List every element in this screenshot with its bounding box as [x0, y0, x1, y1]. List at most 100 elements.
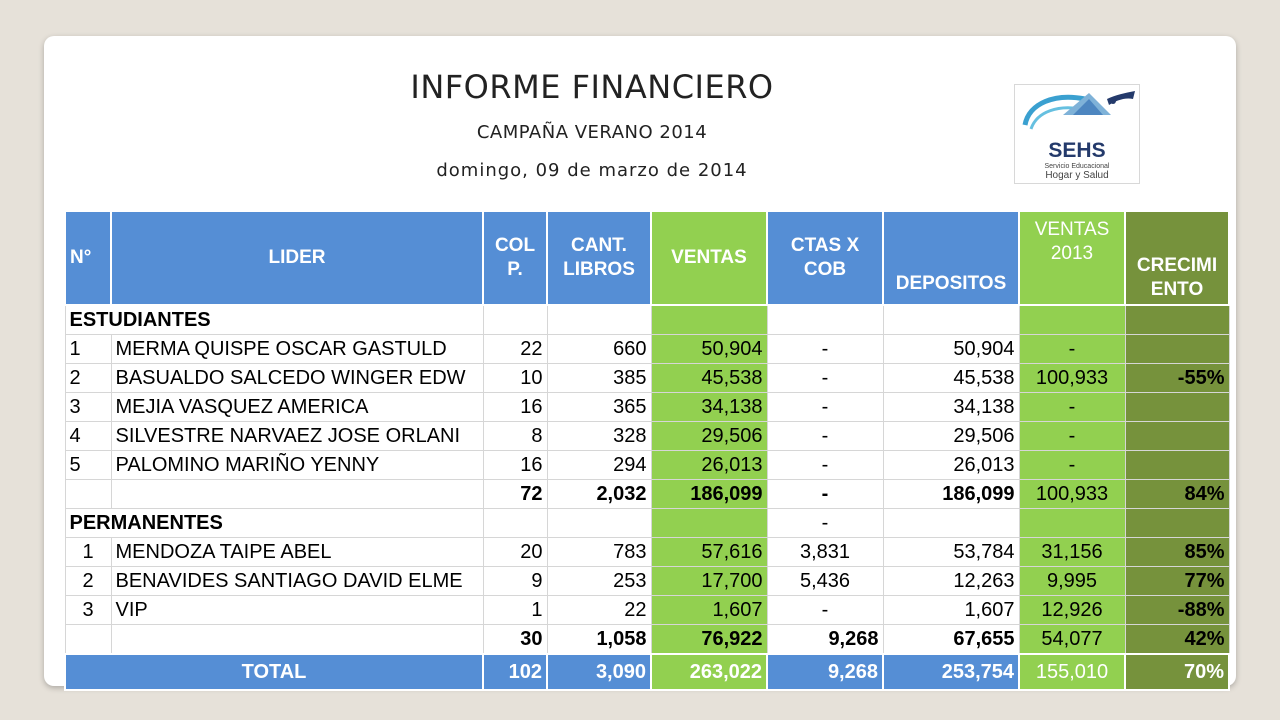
- cell-ventas-2013: -: [1018, 450, 1126, 480]
- cell-crecimiento: -55%: [1124, 363, 1230, 393]
- report-title: INFORME FINANCIERO: [410, 68, 774, 106]
- cell-lider: SILVESTRE NARVAEZ JOSE ORLANI: [110, 421, 484, 451]
- cell-crecimiento: [1124, 450, 1230, 480]
- header-depositos: DEPOSITOS: [882, 210, 1020, 306]
- subtotal-crec: 84%: [1124, 479, 1230, 509]
- subtotal-empty: [64, 479, 112, 509]
- cell-col: 20: [482, 537, 548, 567]
- cell-depositos: 45,538: [882, 363, 1020, 393]
- cell-n: 2: [64, 363, 112, 393]
- header-crec-l1: CRECIMI: [1136, 255, 1218, 276]
- section-header-cell: [482, 304, 548, 335]
- cell-ctas: -: [766, 421, 884, 451]
- section-header-row: ESTUDIANTES: [64, 304, 1230, 335]
- header-n: N°: [64, 210, 112, 306]
- cell-cant: 328: [546, 421, 652, 451]
- total-depositos: 253,754: [882, 653, 1020, 691]
- subtotal-ventas: 186,099: [650, 479, 768, 509]
- cell-ventas: 1,607: [650, 595, 768, 625]
- header-ctas: CTAS X COB: [766, 210, 884, 306]
- cell-lider: MENDOZA TAIPE ABEL: [110, 537, 484, 567]
- section-header-cell: [650, 304, 768, 335]
- subtotal-empty: [64, 624, 112, 655]
- cell-ventas: 57,616: [650, 537, 768, 567]
- total-ctas: 9,268: [766, 653, 884, 691]
- cell-ventas-2013: 12,926: [1018, 595, 1126, 625]
- cell-ventas-2013: 9,995: [1018, 566, 1126, 596]
- section-header-cell: [482, 508, 548, 538]
- cell-ventas: 17,700: [650, 566, 768, 596]
- cell-ctas: 5,436: [766, 566, 884, 596]
- section-name: PERMANENTES: [64, 508, 484, 538]
- table-row: 5 PALOMINO MARIÑO YENNY 16 294 26,013-26,013…: [64, 450, 1230, 480]
- cell-depositos: 29,506: [882, 421, 1020, 451]
- header-lider: LIDER: [110, 210, 484, 306]
- section-header-cell: [1018, 304, 1126, 335]
- subtotal-ventas: 76,922: [650, 624, 768, 655]
- header-v2013-l1: VENTAS: [1034, 219, 1110, 240]
- cell-cant: 365: [546, 392, 652, 422]
- cell-depositos: 12,263: [882, 566, 1020, 596]
- section-header-cell: [1124, 508, 1230, 538]
- subtotal-empty: [110, 624, 484, 655]
- section-header-row: PERMANENTES -: [64, 508, 1230, 538]
- header-col-l2: P.: [507, 259, 523, 280]
- cell-col: 1: [482, 595, 548, 625]
- table-row: 3 VIP 1 22 1,607-1,607 12,926 -88%: [64, 595, 1230, 625]
- logo-line2: Hogar y Salud: [1045, 170, 1109, 181]
- cell-col: 22: [482, 334, 548, 364]
- cell-cant: 660: [546, 334, 652, 364]
- subtotal-row: 72 2,032 186,099-186,099 100,933 84%: [64, 479, 1230, 509]
- cell-col: 16: [482, 392, 548, 422]
- subtotal-ctas: 9,268: [766, 624, 884, 655]
- table-row: 2 BASUALDO SALCEDO WINGER EDW 10 385 45,538-…: [64, 363, 1230, 393]
- header-crecimiento: CRECIMI ENTO: [1124, 210, 1230, 306]
- cell-col: 10: [482, 363, 548, 393]
- cell-n: 2: [64, 566, 112, 596]
- cell-n: 3: [64, 595, 112, 625]
- cell-ventas-2013: 31,156: [1018, 537, 1126, 567]
- section-header-cell: [1018, 508, 1126, 538]
- header-ventas: VENTAS: [650, 210, 768, 306]
- cell-ventas: 29,506: [650, 421, 768, 451]
- cell-lider: BENAVIDES SANTIAGO DAVID ELME: [110, 566, 484, 596]
- subtotal-empty: [110, 479, 484, 509]
- cell-ventas-2013: -: [1018, 392, 1126, 422]
- section-header-cell: [546, 304, 652, 335]
- cell-ventas-2013: 100,933: [1018, 363, 1126, 393]
- cell-lider: MEJIA VASQUEZ AMERICA: [110, 392, 484, 422]
- financial-table: N° LIDER COL P. CANT. LIBROS VENTAS CTAS X…: [64, 210, 1230, 691]
- cell-lider: PALOMINO MARIÑO YENNY: [110, 450, 484, 480]
- cell-cant: 783: [546, 537, 652, 567]
- subtotal-crec: 42%: [1124, 624, 1230, 655]
- table-body: ESTUDIANTES 1 MERMA QUISPE OSCAR GASTULD 22…: [64, 304, 1230, 655]
- table-row: 4 SILVESTRE NARVAEZ JOSE ORLANI 8 328 29,506…: [64, 421, 1230, 451]
- section-header-cell: [1124, 304, 1230, 335]
- report-date: domingo, 09 de marzo de 2014: [436, 160, 748, 181]
- total-col: 102: [482, 653, 548, 691]
- table-row: 1 MERMA QUISPE OSCAR GASTULD 22 660 50,904-5…: [64, 334, 1230, 364]
- cell-ctas: -: [766, 595, 884, 625]
- cell-crecimiento: [1124, 392, 1230, 422]
- table-row: 1 MENDOZA TAIPE ABEL 20 783 57,616 3,831 53,78…: [64, 537, 1230, 567]
- subtotal-col: 30: [482, 624, 548, 655]
- header-row: N° LIDER COL P. CANT. LIBROS VENTAS CTAS X…: [64, 210, 1230, 306]
- total-row: TOTAL 102 3,090 263,022 9,268 253,754 15…: [64, 653, 1230, 691]
- cell-crecimiento: 85%: [1124, 537, 1230, 567]
- cell-col: 9: [482, 566, 548, 596]
- subtotal-row: 30 1,058 76,922 9,268 67,655 54,077 42%: [64, 624, 1230, 655]
- cell-ventas: 34,138: [650, 392, 768, 422]
- subtotal-v2013: 54,077: [1018, 624, 1126, 655]
- cell-lider: MERMA QUISPE OSCAR GASTULD: [110, 334, 484, 364]
- cell-depositos: 53,784: [882, 537, 1020, 567]
- sehs-logo: SEHS Servicio Educacional Hogar y Salud: [1014, 84, 1140, 184]
- cell-ctas: -: [766, 450, 884, 480]
- cell-ventas: 26,013: [650, 450, 768, 480]
- cell-ventas-2013: -: [1018, 334, 1126, 364]
- subtotal-ctas: -: [766, 479, 884, 509]
- cell-ventas-2013: -: [1018, 421, 1126, 451]
- subtotal-cant: 2,032: [546, 479, 652, 509]
- cell-cant: 253: [546, 566, 652, 596]
- cell-depositos: 26,013: [882, 450, 1020, 480]
- cell-ctas: 3,831: [766, 537, 884, 567]
